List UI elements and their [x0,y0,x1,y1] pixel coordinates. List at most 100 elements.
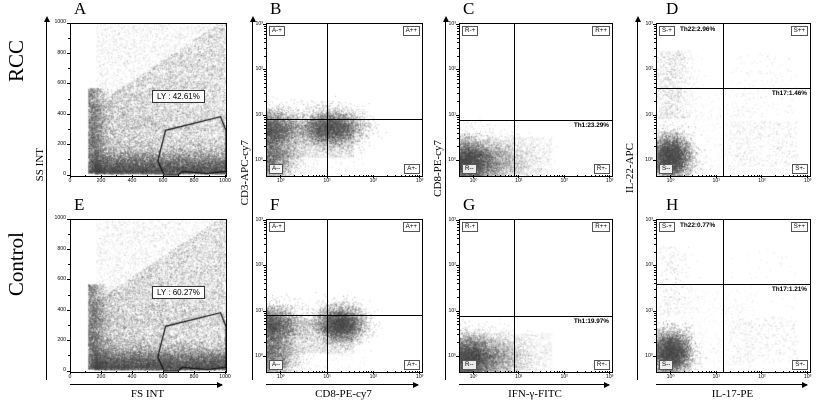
ss-int-arrow [43,16,50,380]
panel-B-ytick-minor [264,47,266,49]
panel-G-ytick-minor [457,312,459,314]
panel-D-xtick-minor [805,175,807,177]
panel-A-ytick-minor [68,37,70,39]
panel-A-letter: A [74,0,87,18]
panel-F-ytick-minor [264,233,266,235]
panel-D-stat-th22: Th22:2.96% [679,26,717,33]
panel-D-xtick-label: 10⁰ [666,177,675,184]
panel-C-ytick-minor [457,146,459,148]
panel-G-ytick-minor [457,288,459,290]
panel-D-xtick [670,175,672,178]
panel-D-ytick-minor [654,33,656,35]
panel-F-ytick-minor [264,328,266,330]
panel-A-xtick-label: 0 [68,178,72,184]
panel-C-xtick-minor [553,175,555,177]
panel-H-xtick-label: 10³ [803,373,812,380]
panel-A-xtick-minor [116,175,117,177]
panel-C-plot[interactable]: R-+ R++ R-- R+- Th1:23.29% [459,23,613,177]
panel-F-xtick [419,371,421,374]
panel-C-letter: C [463,0,475,18]
panel-G-ytick [456,310,459,312]
panel-F-xtick-label: 10¹ [323,373,331,380]
panel-D-ytick-minor [654,128,656,130]
panel-E-xtick [193,371,195,374]
panel-D-xtick-minor [691,175,693,177]
panel-C-xtick-minor [559,175,561,177]
panel-D-ytick-minor [654,124,656,126]
panel-A-xtick [193,175,195,178]
panel-G-ytick-minor [457,237,459,239]
panel-F-ytick-minor [264,269,266,271]
panel-F-plot[interactable]: A-+ A++ A-- A+- [266,219,423,373]
panel-F-xtick-label: 10³ [415,373,424,380]
panel-E-ytick [67,279,70,281]
panel-D-plot[interactable]: S-+ S++ S-- S+- Th22:2.96% Th17:1.46% [656,23,811,177]
panel-B-ytick-minor [264,87,266,89]
panel-H-xtick-minor [775,371,777,373]
panel-F-ytick-label: 10⁰ [255,352,263,359]
panel-G-xtick-minor [599,371,601,373]
panel-H-ytick-minor [654,275,656,277]
row-label-control: Control [4,232,28,297]
panel-A-gate-label: LY : 42.61% [152,90,205,103]
panel-E-xtick-label: 200 [96,374,106,380]
panel-D-ytick-minor [654,116,656,118]
panel-E-letter: E [74,195,85,214]
panel-G-ytick-minor [457,229,459,231]
panel-B-xtick-minor [362,175,364,177]
panel-F-scatter [267,220,422,372]
panel-D-xtick-label: 10³ [803,177,812,184]
panel-H-ytick [653,265,656,267]
panel-A-ytick-label: 200 [57,141,66,147]
panel-B-xtick-minor [405,175,407,177]
panel-A-plot[interactable]: LY : 42.61% [70,23,227,177]
panel-E-ytick-label: 600 [57,276,66,283]
panel-F-xtick-minor [348,371,350,373]
panel-B-ytick-minor [264,71,266,73]
cd8-pe-cy7-x-arrow [266,381,419,388]
panel-D-xtick-minor [783,175,785,177]
panel-G-ytick-minor [457,296,459,298]
panel-C-ytick-minor [457,138,459,140]
panel-H-ytick-minor [654,269,656,271]
panel-E-xtick [100,371,102,374]
panel-G-xtick [563,371,565,374]
panel-G-ytick-minor [457,272,459,274]
panel-D-ytick [653,23,656,25]
panel-C-ytick-minor [457,76,459,78]
panel-F-ytick-minor [264,278,266,280]
panel-H-xtick-minor [729,371,731,373]
panel-D-xtick-minor [697,175,699,177]
panel-H-plot[interactable]: S-+ S++ S-- S+- Th22:0.77% Th17:1.21% [656,219,811,373]
panel-G-ytick-label: 10³ [448,216,457,223]
panel-B-ytick-minor [264,100,266,102]
panel-F-quad-vline [327,220,328,372]
panel-E-xtick [224,371,226,374]
panel-B-xtick-minor [368,175,370,177]
panel-H-scatter [657,220,810,372]
panel-C-ytick-label: 10³ [448,20,457,27]
panel-H-ytick-label: 10¹ [645,307,654,314]
panel-C-xtick-minor [577,175,579,177]
panel-B-xtick-minor [322,175,324,177]
panel-C-quad-hline [460,120,612,121]
panel-D-ytick-minor [654,76,656,78]
panel-E-plot[interactable]: LY : 60.27% [70,219,227,373]
fs-int-arrow [70,381,223,388]
panel-H-ytick-minor [654,342,656,344]
panel-D-xtick-minor [793,175,795,177]
panel-F-ytick-minor [264,229,266,231]
panel-A-ytick [67,83,70,85]
panel-G-ytick-label: 10¹ [448,307,457,314]
panel-G-plot[interactable]: R-+ R++ R-- R+- Th1:19.97% [459,219,613,373]
panel-D-xtick-minor [751,175,753,177]
panel-G-xtick-minor [556,371,558,373]
panel-B-xtick-minor [324,175,326,177]
panel-C-xtick-minor [602,175,604,177]
panel-B-plot[interactable]: A-+ A++ A-- A+- [266,23,423,177]
panel-F-xtick-minor [302,371,304,373]
panel-D-xtick-minor [747,175,749,177]
panel-H-quad-top-right: S++ [790,222,808,232]
panel-G-xtick-minor [532,371,534,373]
panel-E-xtick-label: 400 [127,374,137,380]
